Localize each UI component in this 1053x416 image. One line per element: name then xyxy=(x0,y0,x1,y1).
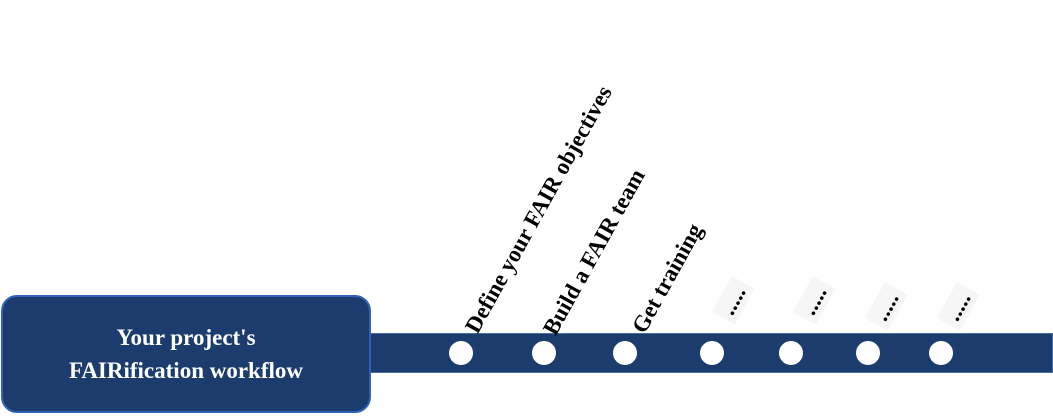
workflow-title-line-2: FAIRification workflow xyxy=(68,358,304,383)
workflow-title-line-1: Your project's xyxy=(116,325,256,350)
step-node-6 xyxy=(854,339,882,367)
step-node-7 xyxy=(927,339,955,367)
step-label-placeholder-1: ..... xyxy=(712,276,755,325)
step-label-placeholder-2: ..... xyxy=(793,276,836,325)
step-node-3 xyxy=(611,339,639,367)
workflow-title-box: Your project's FAIRification workflow xyxy=(1,295,371,413)
step-label-define-objectives: Define your FAIR objectives xyxy=(460,81,617,338)
step-node-1 xyxy=(447,339,475,367)
step-label-placeholder-4: ..... xyxy=(937,282,980,331)
step-node-2 xyxy=(530,339,558,367)
step-node-5 xyxy=(777,339,805,367)
step-node-4 xyxy=(698,339,726,367)
step-label-placeholder-3: ..... xyxy=(865,282,908,331)
step-label-get-training: Get training xyxy=(627,219,708,338)
